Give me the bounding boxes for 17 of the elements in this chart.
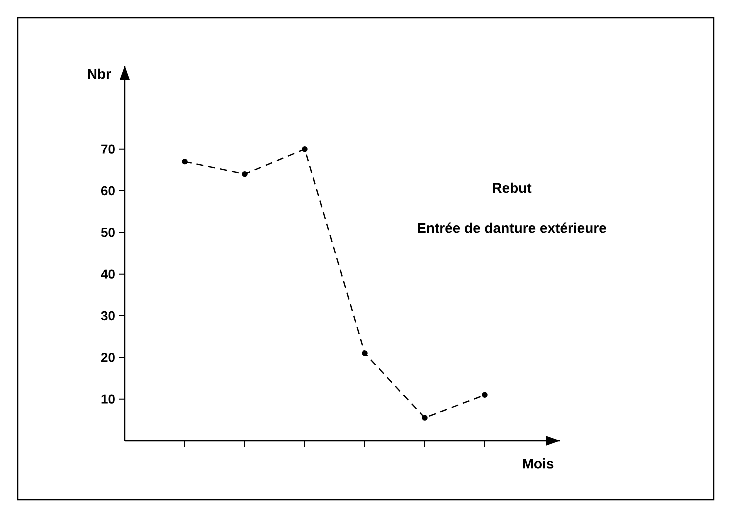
y-tick-label: 60 [101, 186, 115, 196]
y-tick-label: 70 [102, 144, 115, 154]
annotation: Entrée de danture extérieure [418, 222, 606, 234]
point [422, 415, 428, 421]
y-tick-label: 10 [102, 394, 115, 404]
y-tick-label: 30 [101, 311, 115, 321]
point [242, 171, 248, 178]
x-axis-title: Mois [523, 458, 554, 469]
y-tick-label: 50 [101, 228, 115, 238]
y-tick-label: 20 [101, 353, 115, 362]
point [182, 158, 188, 165]
y-axis-title: Nbr [88, 68, 112, 80]
point [362, 350, 368, 356]
point [302, 146, 308, 152]
y-tick-label: 40 [101, 270, 115, 279]
annotation: Rebut [493, 182, 532, 194]
point [482, 392, 488, 398]
